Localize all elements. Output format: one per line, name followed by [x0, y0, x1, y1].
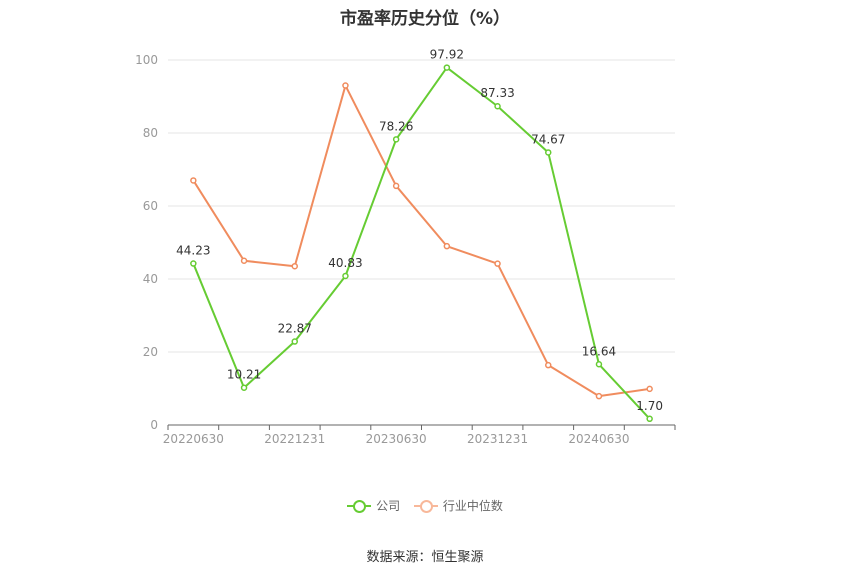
legend-industry-marker	[413, 499, 438, 513]
data-point-industry-median	[240, 257, 248, 264]
x-tick-label: 20231231	[467, 432, 528, 446]
legend-item-company[interactable]: 公司	[347, 497, 400, 514]
data-point-company	[240, 384, 248, 391]
y-tick-label: 80	[143, 126, 158, 140]
y-tick-label: 0	[150, 418, 158, 432]
data-point-company	[443, 64, 451, 71]
data-label-company: 87.33	[480, 86, 514, 100]
x-tick-label: 20240630	[568, 432, 629, 446]
data-point-industry-median	[595, 392, 603, 400]
data-point-company	[595, 361, 603, 368]
data-label-company: 1.70	[636, 399, 663, 413]
data-point-industry-median	[392, 182, 400, 190]
data-point-company	[646, 415, 653, 423]
data-source-note: 数据来源：恒生聚源	[366, 550, 484, 565]
data-point-industry-median	[494, 260, 501, 267]
data-point-company	[291, 338, 298, 345]
x-tick-label: 20230630	[366, 432, 427, 446]
legend-company-label: 公司	[376, 499, 401, 513]
data-point-company	[545, 149, 552, 156]
y-tick-label: 40	[143, 272, 158, 286]
data-label-company: 40.83	[328, 256, 362, 270]
data-point-industry-median	[190, 177, 197, 184]
data-point-industry-median	[342, 82, 349, 89]
data-label-company: 16.64	[582, 344, 616, 358]
chart-title: 市盈率历史分位（%）	[339, 9, 511, 29]
data-label-company: 44.23	[176, 244, 210, 258]
data-point-industry-median	[443, 242, 451, 250]
legend-item-industry-median[interactable]: 行业中位数	[413, 497, 503, 514]
series-line-industry-median	[192, 84, 650, 398]
legend-industry-label: 行业中位数	[442, 499, 503, 513]
y-tick-label: 60	[143, 199, 158, 213]
legend: 公司 行业中位数	[0, 497, 850, 516]
data-point-company	[494, 102, 501, 110]
data-point-company	[190, 260, 197, 267]
legend-company-marker	[347, 499, 372, 513]
data-point-industry-median	[545, 361, 552, 369]
data-label-company: 74.67	[531, 132, 565, 146]
y-tick-label: 20	[143, 345, 158, 359]
data-label-company: 97.92	[430, 48, 464, 62]
y-tick-label: 100	[135, 53, 158, 67]
series-line-company	[192, 66, 651, 420]
x-tick-label: 20220630	[163, 432, 224, 446]
data-label-company: 78.26	[379, 119, 413, 133]
data-point-industry-median	[291, 262, 298, 270]
data-point-company	[342, 272, 349, 280]
data-point-industry-median	[646, 385, 653, 393]
x-tick-label: 20221231	[264, 432, 325, 446]
data-label-company: 22.87	[278, 322, 312, 336]
data-label-company: 10.21	[227, 368, 261, 382]
data-point-company	[392, 136, 400, 143]
